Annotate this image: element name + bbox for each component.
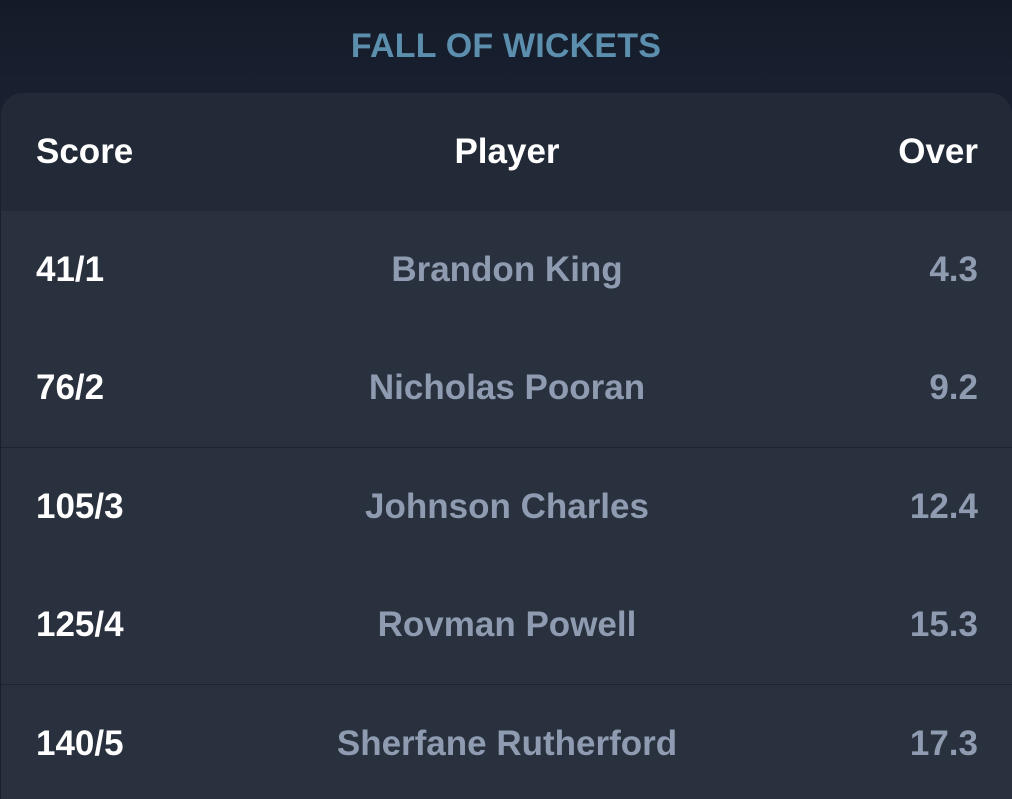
cell-player: Rovman Powell: [377, 605, 637, 644]
cell-player: Johnson Charles: [365, 487, 649, 526]
row-divider: [1, 447, 1012, 448]
cell-over: 17.3: [909, 724, 978, 763]
header-player: Player: [454, 132, 560, 171]
row-divider: [1, 684, 1012, 685]
fall-of-wickets-table: Score Player Over 41/1 Brandon King 4.3 …: [1, 93, 1012, 799]
table-row: 125/4 Rovman Powell 15.3: [1, 566, 1012, 684]
table-row: 41/1 Brandon King 4.3: [1, 211, 1012, 329]
table-row: 105/3 Johnson Charles 12.4: [1, 448, 1012, 566]
cell-over: 15.3: [909, 605, 978, 644]
section-title: FALL OF WICKETS: [350, 27, 662, 65]
cell-score: 140/5: [36, 724, 124, 763]
cell-score: 125/4: [36, 605, 124, 644]
cell-player: Brandon King: [391, 250, 623, 289]
cell-over: 12.4: [909, 487, 978, 526]
cell-score: 105/3: [36, 487, 124, 526]
header-score: Score: [36, 132, 134, 171]
table-row: 140/5 Sherfane Rutherford 17.3: [1, 685, 1012, 799]
table-row: 76/2 Nicholas Pooran 9.2: [1, 329, 1012, 447]
cell-player: Sherfane Rutherford: [336, 724, 678, 763]
cell-over: 9.2: [929, 368, 978, 407]
cell-player: Nicholas Pooran: [368, 368, 646, 407]
table-header: Score Player Over: [1, 93, 1012, 211]
cell-score: 41/1: [36, 250, 105, 289]
cell-over: 4.3: [929, 250, 978, 289]
header-over: Over: [898, 132, 978, 171]
cell-score: 76/2: [36, 368, 105, 407]
